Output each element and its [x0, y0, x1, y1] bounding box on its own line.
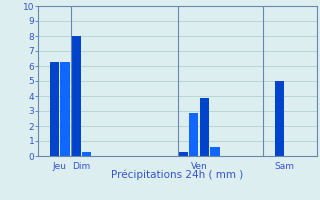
Text: Dim: Dim — [72, 162, 90, 171]
Bar — [200, 98, 209, 156]
X-axis label: Précipitations 24h ( mm ): Précipitations 24h ( mm ) — [111, 170, 244, 180]
Bar — [71, 36, 81, 156]
Bar — [50, 62, 59, 156]
Bar — [210, 147, 220, 156]
Text: Ven: Ven — [191, 162, 207, 171]
Bar — [178, 152, 188, 156]
Text: Sam: Sam — [275, 162, 295, 171]
Bar — [82, 152, 92, 156]
Bar — [189, 112, 198, 156]
Bar — [60, 62, 70, 156]
Text: Jeu: Jeu — [53, 162, 67, 171]
Bar — [275, 81, 284, 156]
